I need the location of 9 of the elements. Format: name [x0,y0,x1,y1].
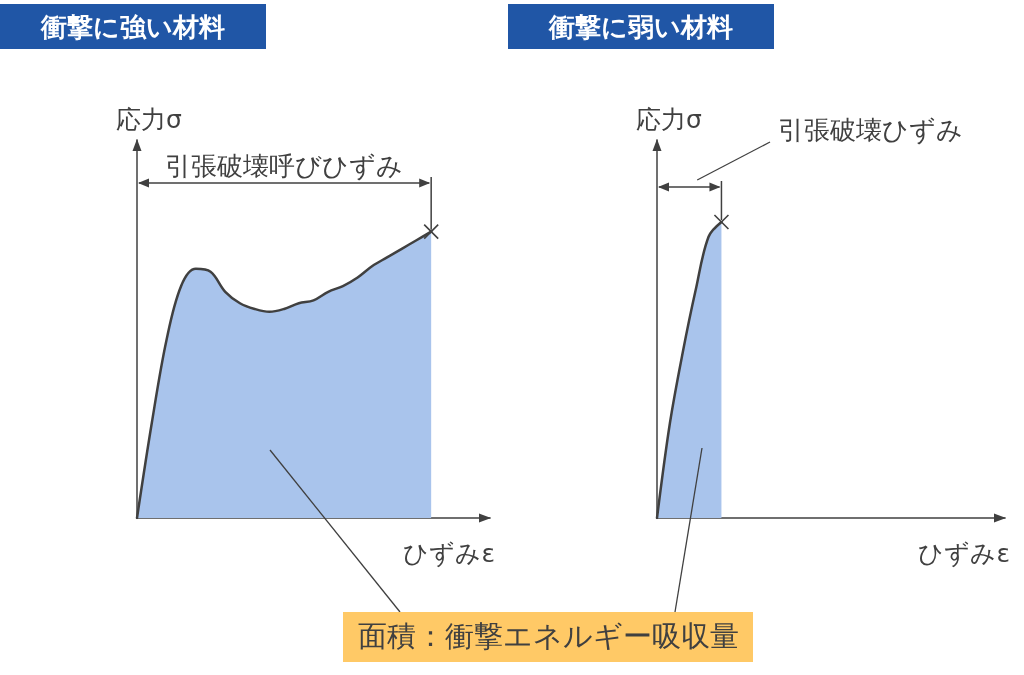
y-axis-title: 応力σ [636,105,703,134]
text: 面積：衝撃エネルギー吸収量 [343,612,753,662]
text: 引張破壊呼びひずみ [165,151,404,181]
chart-title: 衝撃に強い材料 [40,12,225,42]
x-axis-title: ひずみε [918,538,1010,568]
y-axis-title: 応力σ [116,105,183,134]
x-axis-title: ひずみε [403,538,495,568]
text: 引張破壊ひずみ [778,115,963,145]
chart-title: 衝撃に弱い材料 [548,12,733,42]
